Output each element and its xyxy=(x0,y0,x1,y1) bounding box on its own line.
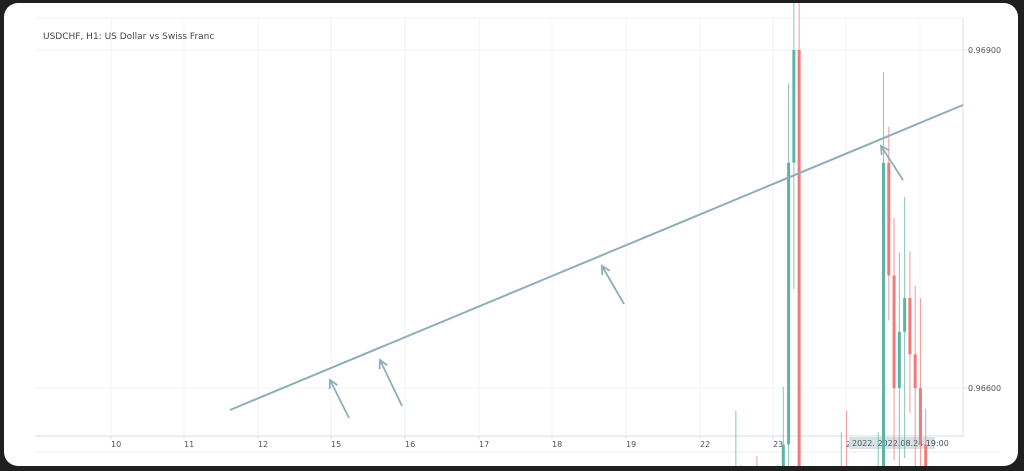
time-label: 15 xyxy=(331,440,341,449)
candlestick-chart[interactable]: 0.969000.966000.963000.960000.957000.954… xyxy=(4,3,1018,466)
bear-candle xyxy=(887,162,891,276)
candles xyxy=(735,3,928,466)
bear-candle xyxy=(913,354,917,389)
time-label: 17 xyxy=(479,440,489,449)
bear-candle xyxy=(797,50,801,466)
bull-candle xyxy=(792,50,796,163)
bull-candle xyxy=(781,444,785,466)
time-axis[interactable]: 10 11 12 15 16 17 18 19 22 23 2 2022. 2022.08.24 19… xyxy=(110,436,949,449)
time-label: 2 xyxy=(846,440,851,449)
crosshair-time-label: 2022. 2022.08.24 19:00 xyxy=(852,439,949,448)
price-axis[interactable]: 0.969000.966000.963000.960000.957000.954… xyxy=(963,46,1003,466)
bull-candle xyxy=(903,298,907,332)
time-label: 16 xyxy=(405,440,415,449)
time-label: 12 xyxy=(258,440,268,449)
trendline[interactable] xyxy=(229,104,964,411)
bear-candle xyxy=(892,275,896,389)
arrow-icon xyxy=(601,265,625,305)
price-label: 0.96900 xyxy=(968,46,1001,55)
time-label: 11 xyxy=(184,440,194,449)
price-label: 0.96600 xyxy=(968,384,1001,393)
bull-candle xyxy=(897,331,901,389)
arrows xyxy=(328,144,904,419)
time-label: 19 xyxy=(626,440,636,449)
grid xyxy=(35,17,963,436)
bull-candle xyxy=(882,162,886,466)
time-label: 23 xyxy=(773,440,783,449)
arrow-icon xyxy=(379,359,403,407)
crosshair-time-bg xyxy=(849,437,935,449)
bull-candle xyxy=(787,162,791,445)
bear-candle xyxy=(908,298,912,355)
time-label: 18 xyxy=(552,440,562,449)
time-label: 22 xyxy=(700,440,710,449)
chart-title: USDCHF, H1: US Dollar vs Swiss Franc xyxy=(43,32,215,42)
bear-candle xyxy=(924,444,928,466)
chart-card: 0.969000.966000.963000.960000.957000.954… xyxy=(4,3,1018,466)
time-label: 10 xyxy=(111,440,121,449)
bear-candle xyxy=(918,388,922,445)
arrow-icon xyxy=(329,379,350,419)
arrow-icon xyxy=(880,145,904,181)
